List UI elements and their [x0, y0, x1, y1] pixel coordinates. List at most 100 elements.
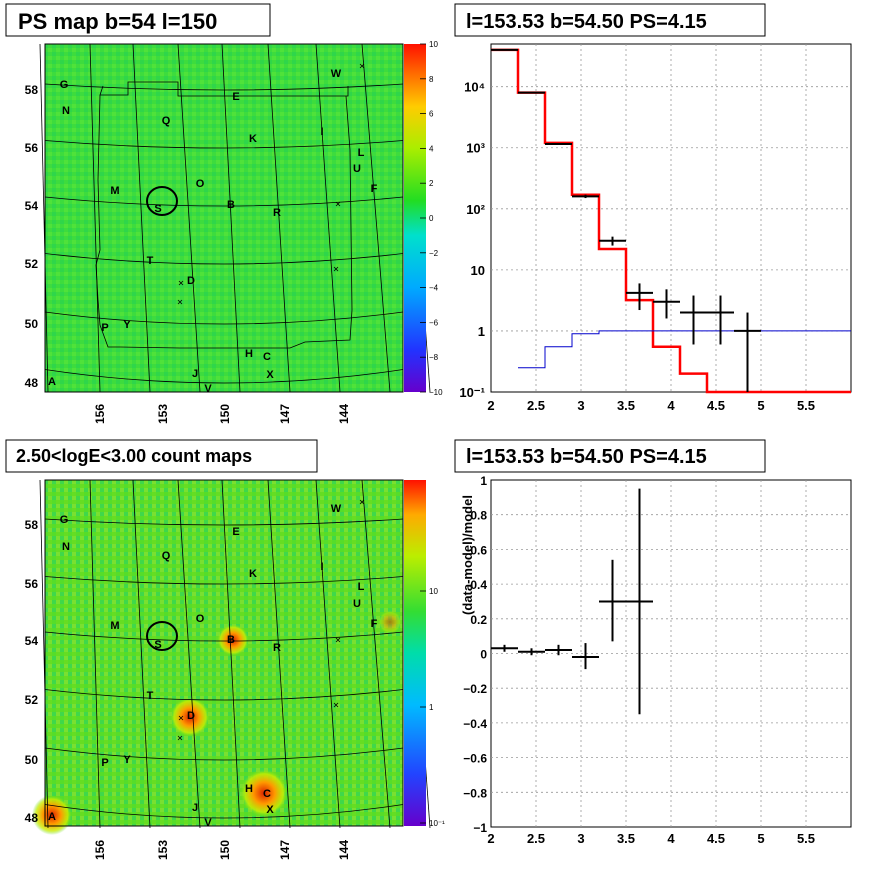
bottom-map-target-circle: [146, 621, 178, 651]
top-colorbar-label: −10: [429, 388, 443, 397]
bot-lon-line: [89, 479, 101, 829]
spectrum-x-tick-label: 4: [667, 398, 675, 413]
top-colorbar: [404, 44, 426, 392]
top-lon-label: 147: [278, 404, 292, 424]
top-source-label: J: [192, 368, 198, 380]
bottom-map-hotspot-a: [32, 795, 72, 835]
top-lon-line: [132, 43, 151, 393]
top-source-label: R: [273, 207, 281, 219]
top-source-marker: [178, 280, 184, 286]
top-lat-label: 50: [25, 317, 39, 331]
residual-y-tick-label: 0.2: [470, 613, 487, 627]
bot-source-marker: [177, 735, 183, 741]
top-lon-line: [177, 43, 201, 393]
top-source-label: C: [263, 351, 271, 363]
bot-lon-label: 144: [337, 840, 351, 860]
bottom-map-hotspot-f: [378, 610, 402, 634]
spectrum-title: l=153.53 b=54.50 PS=4.15: [466, 11, 707, 33]
top-lat-label: 48: [25, 376, 39, 390]
top-source-label: I: [320, 126, 323, 138]
spectrum-x-tick-label: 5.5: [797, 398, 815, 413]
bot-source-label: V: [204, 817, 212, 829]
top-lat-label: 54: [25, 199, 39, 213]
top-lat-label: 52: [25, 257, 39, 271]
spectrum-x-tick-label: 2: [487, 398, 494, 413]
top-colorbar-label: −2: [429, 249, 439, 258]
top-lon-label: 156: [93, 404, 107, 424]
top-lat-label: 56: [25, 141, 39, 155]
bot-lon-label: 153: [156, 840, 170, 860]
spectrum-y-tick-label: 10⁻¹: [459, 385, 485, 400]
top-source-label: P: [101, 322, 108, 334]
bot-source-label: X: [266, 804, 274, 816]
top-colorbar-label: 4: [429, 144, 434, 153]
bot-source-label: L: [358, 581, 365, 593]
spectrum-data-point: [518, 91, 545, 94]
top-map-sources: G N Q E W K I LUF M O B R S T D P Y H C J X V A: [48, 63, 378, 395]
top-source-label: O: [196, 178, 205, 190]
top-source-marker: [359, 63, 365, 69]
spectrum-y-tick-label: 10³: [466, 141, 485, 156]
bot-lon-line: [267, 479, 291, 829]
spectrum-data-point: [599, 236, 626, 246]
top-colorbar-label: 8: [429, 75, 434, 84]
bot-source-label: N: [62, 541, 70, 553]
residual-panel: 2 2.5 3 3.5 4 4.5 5 5.5 −1 −0.8 −0.6 −0.4 −0.2 0 0.2 0.…: [460, 474, 852, 846]
bot-source-label: R: [273, 642, 281, 654]
top-map-area: [45, 44, 403, 392]
bottom-colorbar: [404, 480, 426, 826]
bot-lat-line: [44, 631, 404, 642]
bot-lon-line: [132, 479, 151, 829]
spectrum-panel: 2 2.5 3 3.5 4 4.5 5 5.5 10⁻¹ 1 10 10² 10³ 10⁴: [459, 43, 852, 413]
bot-source-label: S: [154, 639, 161, 651]
bot-lat-line: [44, 747, 404, 761]
bot-lat-label: 48: [25, 811, 39, 825]
top-source-label: T: [147, 255, 154, 267]
bot-lat-line: [44, 576, 404, 585]
residual-x-tick-label: 5: [757, 831, 764, 846]
bot-lat-label: 56: [25, 577, 39, 591]
residual-data-point: [518, 648, 545, 656]
bot-source-label: B: [227, 634, 235, 646]
bottom-map-hotspot-d: [170, 697, 210, 737]
residual-data-point: [491, 644, 518, 652]
bottom-map-frame: [44, 479, 404, 827]
bot-source-label: G: [60, 514, 69, 526]
spectrum-data-point: [707, 295, 734, 345]
top-source-label: S: [154, 203, 161, 215]
bottom-map-lat-labels: 58 56 54 52 50 48: [25, 518, 39, 825]
top-source-label: D: [187, 275, 195, 287]
top-source-label: A: [48, 376, 56, 388]
top-map-lat-labels: 58 56 54 52 50 48: [25, 83, 39, 390]
residual-y-axis-label: (data-model)/model: [460, 495, 475, 615]
residual-y-tick-label: 0.8: [470, 509, 487, 523]
bot-source-label: J: [192, 802, 198, 814]
residual-data-point: [545, 644, 572, 656]
residual-x-tick-label: 2: [487, 831, 494, 846]
bot-source-label: D: [187, 710, 195, 722]
top-colorbar-label: 0: [429, 214, 434, 223]
spectrum-x-tick-label: 5: [757, 398, 764, 413]
top-source-label: F: [371, 183, 378, 195]
bot-source-marker: [335, 637, 341, 643]
top-map-target-circle: [146, 186, 178, 216]
bot-source-label: A: [48, 811, 56, 823]
top-map-title-box: PS map b=54 l=150: [5, 3, 271, 37]
bot-source-label: K: [249, 568, 257, 580]
top-lat-line: [44, 253, 404, 265]
bottom-colorbar-label: 10: [429, 587, 438, 596]
bot-source-label: I: [320, 561, 323, 573]
top-source-marker: [333, 266, 339, 272]
bot-lon-label: 150: [218, 840, 232, 860]
top-source-marker: [177, 299, 183, 305]
bot-source-label: Y: [123, 754, 131, 766]
bottom-map-title-box: 2.50<logE<3.00 count maps: [5, 439, 318, 473]
top-lon-line: [89, 43, 101, 393]
top-source-label: Q: [162, 115, 171, 127]
top-source-label: V: [204, 383, 212, 395]
top-lat-line: [44, 369, 404, 384]
spectrum-x-tick-label: 3.5: [617, 398, 635, 413]
